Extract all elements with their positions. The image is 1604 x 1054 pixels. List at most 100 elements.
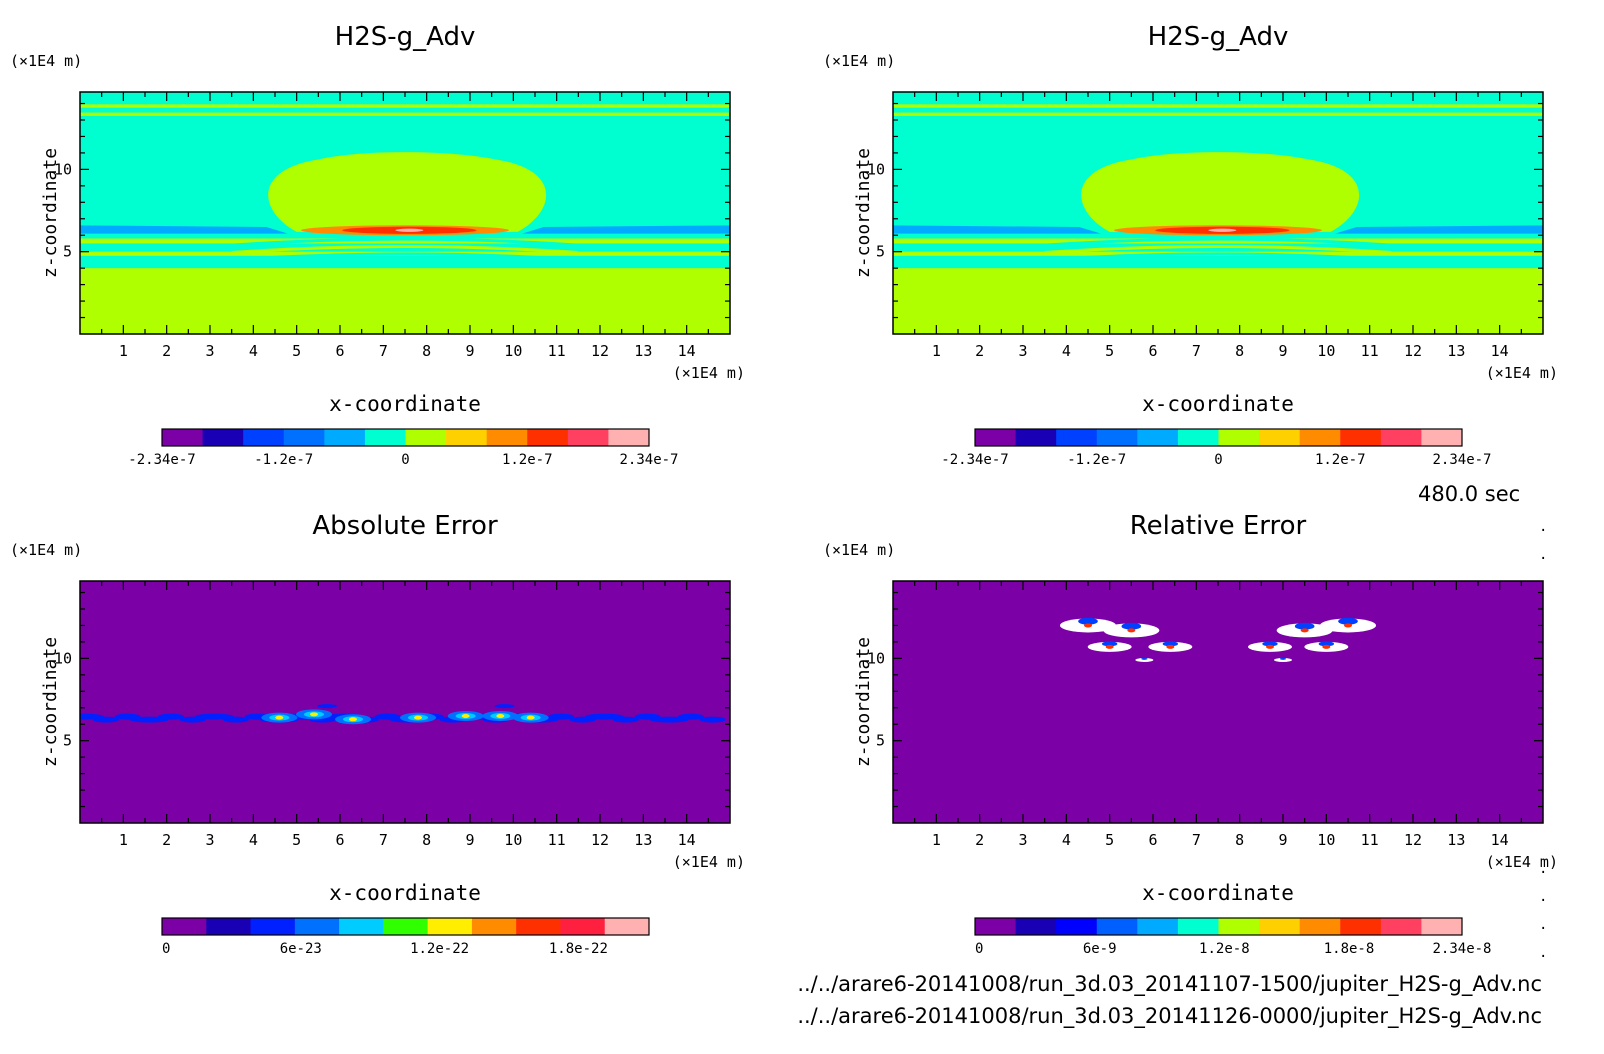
colorbar-label: -2.34e-7 <box>941 452 1008 468</box>
y-tick-label: 10 <box>867 160 885 178</box>
colorbar-label: 1.8e-8 <box>1324 941 1375 957</box>
rel-error-blob-peak <box>1344 623 1352 628</box>
x-tick-label: 2 <box>975 831 984 849</box>
x-tick-label: 5 <box>1105 342 1114 360</box>
stripe-0 <box>893 238 1543 244</box>
colorbar-swatch <box>162 918 207 935</box>
plot-area <box>893 92 1543 334</box>
y-unit-label: (×1E4 m) <box>10 52 82 70</box>
side-band-left <box>80 225 288 234</box>
error-blob <box>194 713 234 720</box>
error-blob <box>548 713 574 720</box>
y-unit-label: (×1E4 m) <box>10 541 82 559</box>
colorbar-label: 2.34e-7 <box>1432 452 1491 468</box>
rel-error-blob-core <box>1101 641 1118 647</box>
x-tick-label: 12 <box>1404 831 1422 849</box>
x-tick-label: 5 <box>1105 831 1114 849</box>
x-unit-label: (×1E4 m) <box>673 853 745 871</box>
x-tick-label: 10 <box>504 342 522 360</box>
colorbar-swatch <box>1137 918 1179 935</box>
x-tick-label: 13 <box>634 831 652 849</box>
stripe-3 <box>893 112 1543 116</box>
x-axis-label: x-coordinate <box>1142 392 1294 416</box>
colorbar-label: -2.34e-7 <box>128 452 195 468</box>
x-tick-label: 1 <box>119 342 128 360</box>
colorbar-swatch <box>405 429 447 446</box>
x-tick-label: 3 <box>1018 342 1027 360</box>
y-unit-label: (×1E4 m) <box>823 541 895 559</box>
colorbar-swatch <box>1015 429 1057 446</box>
colorbar-label: 0 <box>975 941 983 957</box>
colorbar-swatch <box>1015 918 1057 935</box>
plot-area <box>893 581 1543 823</box>
rel-error-blob-core <box>1262 641 1278 647</box>
y-axis-label: z-coordinate <box>853 637 874 767</box>
x-tick-label: 12 <box>1404 342 1422 360</box>
plot-area <box>80 581 730 823</box>
error-blob-peak <box>461 713 470 718</box>
x-tick-label: 1 <box>932 831 941 849</box>
chart-title: H2S-g_Adv <box>335 22 476 52</box>
x-tick-label: 6 <box>335 342 344 360</box>
plot-background <box>80 581 730 823</box>
colorbar-swatch <box>294 918 340 935</box>
error-blob-peak <box>496 713 505 718</box>
x-tick-label: 2 <box>975 342 984 360</box>
x-tick-label: 13 <box>1447 342 1465 360</box>
x-tick-label: 11 <box>548 831 566 849</box>
x-unit-label: (×1E4 m) <box>1486 853 1558 871</box>
x-unit-label: (×1E4 m) <box>673 364 745 382</box>
x-tick-label: 4 <box>1062 342 1071 360</box>
x-tick-label: 11 <box>548 342 566 360</box>
error-blob-upper <box>494 704 515 709</box>
colorbar-swatch <box>1056 429 1098 446</box>
x-tick-label: 10 <box>1317 342 1335 360</box>
colorbar-label: 0 <box>162 941 170 957</box>
colorbar-swatch <box>1421 429 1463 446</box>
colorbar-swatch <box>243 429 285 446</box>
colorbar-label: 2.34e-7 <box>619 452 678 468</box>
colorbar-swatch <box>1096 429 1138 446</box>
y-tick-label: 5 <box>63 243 72 261</box>
y-tick-label: 5 <box>876 732 885 750</box>
x-tick-label: 1 <box>119 831 128 849</box>
x-tick-label: 11 <box>1361 342 1379 360</box>
x-tick-label: 7 <box>379 831 388 849</box>
x-tick-label: 14 <box>678 342 696 360</box>
x-tick-label: 2 <box>162 831 171 849</box>
chart-title: Relative Error <box>1130 511 1307 541</box>
stripe-0 <box>80 238 730 244</box>
rel-error-blob-core <box>1121 622 1142 630</box>
rel-error-blob-core <box>1338 617 1358 625</box>
colorbar-swatch <box>975 918 1017 935</box>
lower-region <box>80 268 730 334</box>
colorbar-swatch <box>1177 429 1219 446</box>
x-tick-label: 8 <box>1235 342 1244 360</box>
y-axis-label: z-coordinate <box>853 148 874 278</box>
rel-error-blob-core <box>1318 641 1335 647</box>
x-tick-label: 6 <box>335 831 344 849</box>
colorbar-swatch <box>1380 429 1422 446</box>
colorbar-swatch <box>1340 429 1382 446</box>
side-band-right <box>1335 225 1543 234</box>
colorbar-swatch <box>1380 918 1422 935</box>
error-blob <box>129 716 169 723</box>
colorbar-swatch <box>975 429 1017 446</box>
colorbar-swatch <box>527 429 569 446</box>
x-tick-label: 7 <box>1192 342 1201 360</box>
colorbar-swatch <box>339 918 384 935</box>
x-tick-label: 7 <box>379 342 388 360</box>
colorbar-label: 1.8e-22 <box>549 941 608 957</box>
colorbar-swatch <box>516 918 561 935</box>
error-blob <box>584 713 624 720</box>
colorbar-swatch <box>1299 918 1341 935</box>
file-path-1: ../../arare6-20141008/run_3d.03_20141107… <box>797 972 1542 996</box>
x-axis-label: x-coordinate <box>329 881 481 905</box>
x-tick-label: 8 <box>422 342 431 360</box>
colorbar-label: 2.34e-8 <box>1432 941 1491 957</box>
